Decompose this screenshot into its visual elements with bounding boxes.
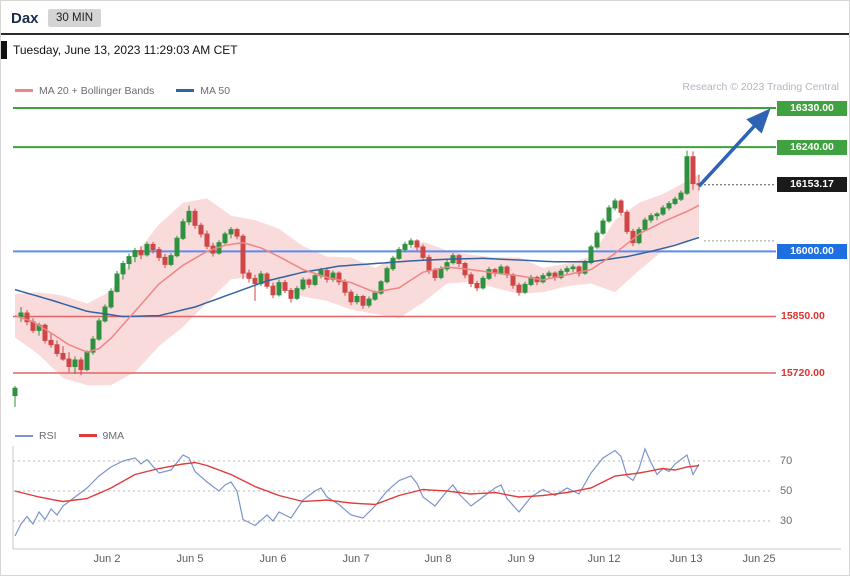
support-level-label: 15720.00 xyxy=(781,367,825,379)
x-axis-label: Jun 9 xyxy=(507,553,535,565)
ma50-legend-label: MA 50 xyxy=(200,84,231,97)
x-axis-label: Jun 7 xyxy=(342,553,370,565)
resistance-level-badge: 16240.00 xyxy=(777,140,847,155)
ma20-legend-swatch-icon xyxy=(15,89,33,93)
main-chart-legend: MA 20 + Bollinger Bands MA 50 xyxy=(15,82,252,97)
rsi-legend-swatch-icon xyxy=(15,434,33,437)
research-watermark: Research © 2023 Trading Central xyxy=(682,81,839,93)
rsi-ma-legend-swatch-icon xyxy=(78,434,97,438)
resistance-level-badge: 16330.00 xyxy=(777,101,847,116)
instrument-title: Dax xyxy=(11,10,39,27)
support-level-label: 15850.00 xyxy=(781,310,825,322)
ma20-legend-label: MA 20 + Bollinger Bands xyxy=(39,84,155,97)
pivot-level-badge: 16000.00 xyxy=(777,244,847,259)
rsi-legend-label: RSI xyxy=(39,429,57,442)
x-axis-label: Jun 5 xyxy=(176,553,204,565)
x-axis-label: Jun 25 xyxy=(742,553,776,565)
timeframe-badge: 30 MIN xyxy=(48,9,102,27)
last-price-badge: 16153.17 xyxy=(777,177,847,192)
rsi-tick-label: 50 xyxy=(780,485,793,497)
moving-averages-layer xyxy=(14,204,700,353)
x-axis-label: Jun 2 xyxy=(93,553,121,565)
rsi-tick-label: 70 xyxy=(780,455,793,467)
x-axis-label: Jun 12 xyxy=(587,553,621,565)
rsi-legend: RSI 9MA xyxy=(15,427,146,442)
rsi-panel-layer xyxy=(13,447,773,537)
bullish-trend-arrow xyxy=(697,108,771,188)
candlestick-layer xyxy=(12,150,702,407)
rsi-tick-label: 30 xyxy=(780,515,793,527)
x-axis-label: Jun 13 xyxy=(669,553,703,565)
bollinger-band-layer xyxy=(15,174,699,386)
axis-layer xyxy=(12,446,841,550)
annotations-layer xyxy=(697,108,774,242)
ma50-legend-swatch-icon xyxy=(176,89,195,93)
report-datetime: Tuesday, June 13, 2023 11:29:03 AM CET xyxy=(13,43,238,57)
date-left-tab xyxy=(1,41,7,59)
header-divider xyxy=(1,33,849,35)
x-axis-label: Jun 6 xyxy=(259,553,287,565)
rsi-ma-legend-label: 9MA xyxy=(102,429,125,442)
x-axis-label: Jun 8 xyxy=(424,553,452,565)
